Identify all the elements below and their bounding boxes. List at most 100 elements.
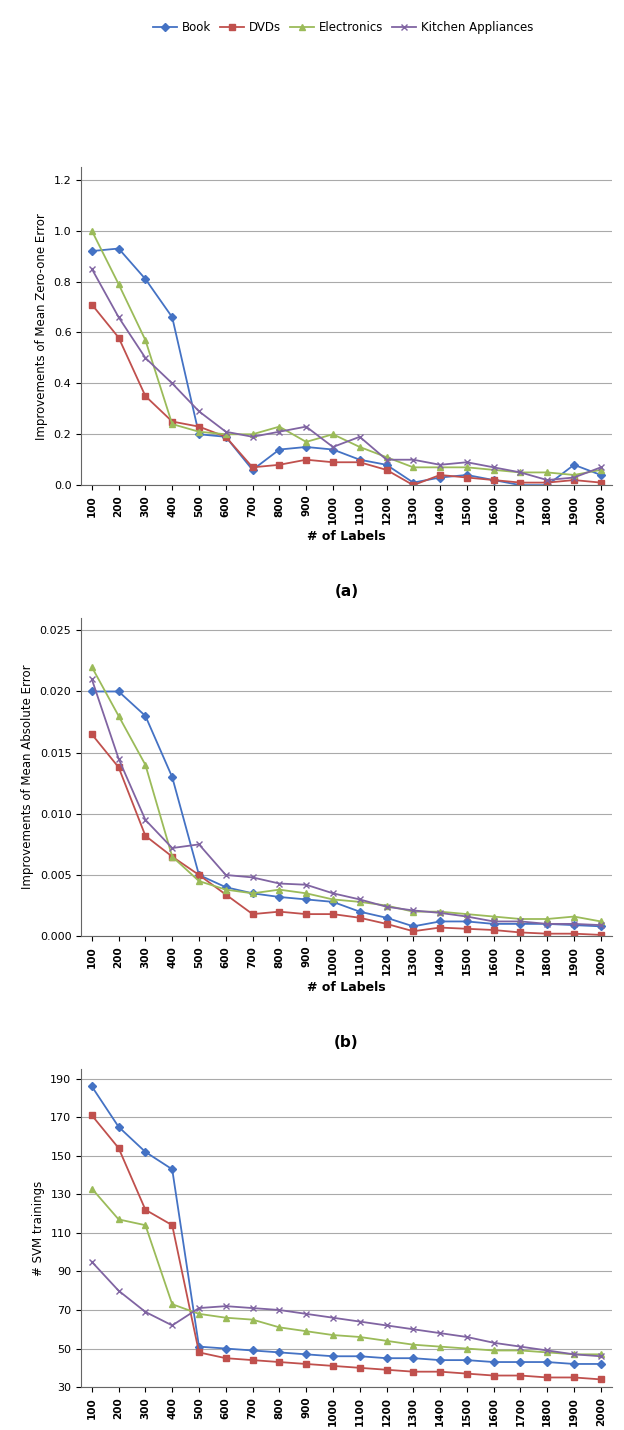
- Book: [142, 270, 149, 287]
- Book: [303, 439, 310, 456]
- Book: [383, 456, 390, 473]
- Y-axis label: # SVM trainings: # SVM trainings: [32, 1180, 45, 1276]
- Electronics: [436, 459, 444, 476]
- Line: Book: Book: [89, 246, 604, 488]
- Kitchen Appliances: [383, 1317, 390, 1334]
- Kitchen Appliances: [195, 403, 203, 420]
- Electronics: [544, 911, 551, 928]
- DVDs: [222, 887, 230, 904]
- DVDs: [329, 1357, 337, 1374]
- Kitchen Appliances: [409, 902, 417, 919]
- DVDs: [409, 922, 417, 940]
- Electronics: [88, 222, 95, 239]
- DVDs: [115, 1140, 122, 1157]
- Kitchen Appliances: [597, 459, 605, 476]
- DVDs: [436, 1363, 444, 1380]
- Electronics: [383, 897, 390, 914]
- Book: [142, 708, 149, 725]
- DVDs: [329, 905, 337, 922]
- Kitchen Appliances: [544, 915, 551, 932]
- Kitchen Appliances: [463, 453, 470, 470]
- Book: [409, 918, 417, 935]
- Line: DVDs: DVDs: [89, 731, 604, 938]
- Book: [356, 1347, 363, 1364]
- Book: [409, 473, 417, 490]
- Book: [303, 891, 310, 908]
- Electronics: [142, 1217, 149, 1234]
- Electronics: [409, 904, 417, 921]
- DVDs: [570, 1369, 578, 1386]
- DVDs: [142, 1201, 149, 1218]
- Book: [115, 684, 122, 701]
- Kitchen Appliances: [88, 260, 95, 277]
- DVDs: [88, 1107, 95, 1124]
- DVDs: [168, 413, 176, 430]
- X-axis label: # of Labels: # of Labels: [307, 529, 386, 542]
- Book: [249, 1341, 256, 1358]
- Book: [436, 912, 444, 930]
- Book: [463, 912, 470, 930]
- Kitchen Appliances: [303, 877, 310, 894]
- Electronics: [409, 459, 417, 476]
- Electronics: [463, 459, 470, 476]
- Book: [490, 472, 497, 489]
- DVDs: [115, 329, 122, 346]
- DVDs: [409, 1363, 417, 1380]
- DVDs: [142, 388, 149, 405]
- Kitchen Appliances: [195, 835, 203, 852]
- Book: [115, 1118, 122, 1135]
- Kitchen Appliances: [168, 839, 176, 857]
- Electronics: [115, 276, 122, 293]
- Line: Kitchen Appliances: Kitchen Appliances: [89, 676, 604, 928]
- Kitchen Appliances: [329, 885, 337, 902]
- Kitchen Appliances: [222, 867, 230, 884]
- Book: [544, 476, 551, 493]
- Electronics: [329, 1327, 337, 1344]
- Electronics: [303, 1323, 310, 1340]
- DVDs: [463, 919, 470, 937]
- DVDs: [142, 827, 149, 844]
- DVDs: [490, 472, 497, 489]
- Kitchen Appliances: [249, 869, 256, 887]
- Y-axis label: Improvements of Mean Zero-one Error: Improvements of Mean Zero-one Error: [35, 213, 48, 439]
- Kitchen Appliances: [115, 309, 122, 326]
- Electronics: [168, 1296, 176, 1313]
- Kitchen Appliances: [490, 912, 497, 930]
- DVDs: [222, 1350, 230, 1367]
- Kitchen Appliances: [249, 1300, 256, 1317]
- DVDs: [597, 1371, 605, 1389]
- DVDs: [517, 924, 524, 941]
- DVDs: [517, 473, 524, 490]
- Kitchen Appliances: [303, 1306, 310, 1323]
- DVDs: [303, 905, 310, 922]
- Book: [383, 909, 390, 927]
- Legend: Book, DVDs, Electronics, Kitchen Appliances: Book, DVDs, Electronics, Kitchen Applian…: [149, 16, 538, 39]
- Line: DVDs: DVDs: [89, 1113, 604, 1383]
- Book: [142, 1144, 149, 1161]
- Kitchen Appliances: [409, 1321, 417, 1338]
- Book: [436, 469, 444, 486]
- Book: [222, 878, 230, 895]
- Book: [570, 1356, 578, 1373]
- Book: [544, 1353, 551, 1370]
- Book: [490, 915, 497, 932]
- Book: [276, 440, 283, 458]
- Kitchen Appliances: [88, 1253, 95, 1270]
- Book: [168, 309, 176, 326]
- Book: [249, 462, 256, 479]
- DVDs: [544, 925, 551, 942]
- DVDs: [88, 725, 95, 742]
- Kitchen Appliances: [436, 1324, 444, 1341]
- Text: (a): (a): [334, 585, 358, 599]
- DVDs: [436, 919, 444, 937]
- Kitchen Appliances: [142, 1303, 149, 1320]
- Electronics: [222, 881, 230, 898]
- Text: (b): (b): [334, 1035, 359, 1051]
- Book: [88, 243, 95, 260]
- Electronics: [409, 1336, 417, 1353]
- Book: [517, 915, 524, 932]
- Electronics: [329, 891, 337, 908]
- Kitchen Appliances: [222, 423, 230, 440]
- Electronics: [436, 1338, 444, 1356]
- DVDs: [383, 1361, 390, 1379]
